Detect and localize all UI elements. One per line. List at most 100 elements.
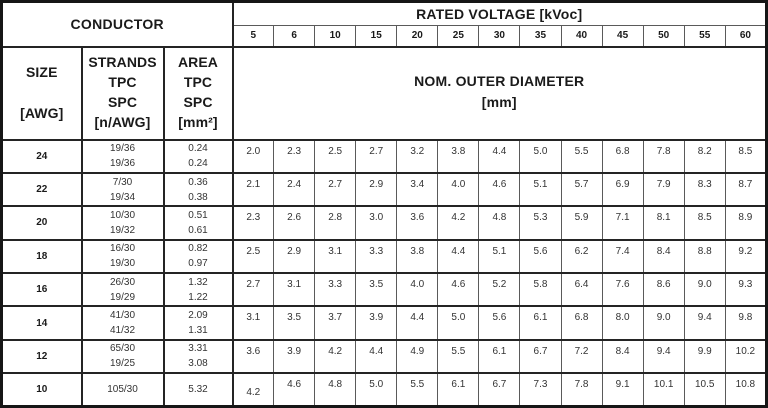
- size-header-line: SIZE: [25, 63, 58, 80]
- diameter-cell: 8.7: [724, 171, 768, 208]
- diameter-cell: 10.1: [642, 372, 685, 408]
- diameter-cell: 4.2: [437, 205, 480, 241]
- area-value: 0.36: [188, 176, 208, 188]
- diameter-cell: 7.3: [519, 372, 562, 408]
- diameter-cell: 9.3: [724, 271, 768, 308]
- diameter-cell: 7.1: [601, 205, 644, 241]
- diameter-cell: 5.0: [519, 138, 562, 174]
- diameter-cell: 7.9: [642, 171, 685, 208]
- strands-cell: 19/36 19/36: [81, 138, 165, 174]
- diameter-cell: 3.3: [355, 238, 398, 275]
- diameter-cell: 7.8: [642, 138, 685, 174]
- size-column-header: SIZE [AWG]: [1, 45, 83, 141]
- diameter-cell: 8.4: [642, 238, 685, 275]
- size-cell: 14: [1, 305, 83, 341]
- diameter-cell: 2.9: [355, 171, 398, 208]
- diameter-cell: 6.8: [560, 305, 603, 341]
- diameter-cell: 5.5: [396, 372, 439, 408]
- diameter-cell: 4.4: [437, 238, 480, 275]
- size-cell: 24: [1, 138, 83, 174]
- diameter-cell: 9.1: [601, 372, 644, 408]
- strands-header-unit: [n/AWG]: [94, 113, 151, 130]
- diameter-cell: 7.4: [601, 238, 644, 275]
- diameter-cell: 3.9: [355, 305, 398, 341]
- strands-value: 10/30: [109, 209, 136, 221]
- voltage-column-header: 45: [601, 25, 644, 48]
- diameter-cell: 2.1: [231, 171, 275, 208]
- diameter-cell: 6.1: [437, 372, 480, 408]
- voltage-column-header: 15: [355, 25, 398, 48]
- header-row-columns: SIZE [AWG] STRANDS TPC SPC [n/AWG] AREA …: [1, 45, 767, 141]
- strands-column-header: STRANDS TPC SPC [n/AWG]: [81, 45, 165, 141]
- table-row: 24 19/36 19/36 0.24 0.24 2.0 2.3 2.5 2.7 3.2 3.8 4.…: [1, 138, 768, 174]
- strands-cell: 41/30 41/32: [81, 305, 165, 341]
- diameter-cell: 2.7: [355, 138, 398, 174]
- diameter-cell: 6.9: [601, 171, 644, 208]
- diameter-cell: 3.6: [231, 338, 275, 375]
- voltage-column-header: 6: [273, 25, 316, 48]
- area-value: 0.24: [188, 158, 208, 170]
- size-cell: 20: [1, 205, 83, 241]
- table-row: 20 10/30 19/32 0.51 0.61 2.3 2.6 2.8 3.0 3.6 4.2 4.…: [1, 205, 768, 241]
- area-header-line: TPC: [183, 74, 213, 91]
- diameter-cell: 4.0: [437, 171, 480, 208]
- strands-value: 26/30: [109, 276, 136, 288]
- diameter-cell: 5.3: [519, 205, 562, 241]
- diameter-cell: 3.3: [314, 271, 357, 308]
- diameter-cell: 8.2: [683, 138, 726, 174]
- diameter-cell: 6.7: [478, 372, 521, 408]
- strands-value: 16/30: [109, 243, 136, 255]
- diameter-cell: 8.4: [601, 338, 644, 375]
- outer-diameter-title: NOM. OUTER DIAMETER: [414, 72, 585, 89]
- strands-cell: 105/30: [81, 372, 165, 408]
- strands-header-line: TPC: [108, 74, 137, 91]
- diameter-cell: 2.3: [273, 138, 316, 174]
- strands-value: 105/30: [107, 384, 138, 396]
- table-body: 24 19/36 19/36 0.24 0.24 2.0 2.3 2.5 2.7 3.2 3.8 4.…: [1, 138, 768, 408]
- diameter-cell: 5.9: [560, 205, 603, 241]
- diameter-cell: 5.5: [560, 138, 603, 174]
- diameter-cell: 5.1: [519, 171, 562, 208]
- diameter-cell: 4.8: [478, 205, 521, 241]
- diameter-cell: 5.8: [519, 271, 562, 308]
- diameter-cell: 3.1: [273, 271, 316, 308]
- table-header: CONDUCTOR RATED VOLTAGE [kVoc] 5 6 10 15…: [1, 0, 768, 141]
- diameter-cell: 2.5: [231, 238, 275, 275]
- area-cell: 1.32 1.22: [163, 271, 234, 308]
- voltage-column-header: 55: [683, 25, 726, 48]
- diameter-cell: 2.0: [231, 138, 275, 174]
- conductor-group-header: CONDUCTOR: [1, 0, 234, 48]
- strands-value: 19/30: [109, 258, 136, 270]
- diameter-cell: 5.2: [478, 271, 521, 308]
- area-cell: 5.32: [163, 372, 234, 408]
- outer-diameter-header: NOM. OUTER DIAMETER [mm]: [231, 45, 767, 141]
- diameter-cell: 3.1: [314, 238, 357, 275]
- diameter-cell: 3.1: [231, 305, 275, 341]
- diameter-cell: 3.5: [355, 271, 398, 308]
- area-header-line: SPC: [183, 94, 213, 110]
- strands-cell: 10/30 19/32: [81, 205, 165, 241]
- diameter-cell: 3.8: [396, 238, 439, 275]
- diameter-cell: 3.7: [314, 305, 357, 341]
- size-cell: 18: [1, 238, 83, 275]
- diameter-cell: 8.0: [601, 305, 644, 341]
- area-value: 3.08: [188, 358, 208, 370]
- diameter-cell: 6.1: [478, 338, 521, 375]
- area-value: 5.32: [188, 384, 208, 396]
- table-row: 16 26/30 19/29 1.32 1.22 2.7 3.1 3.3 3.5 4.0 4.6 5.…: [1, 271, 768, 308]
- diameter-cell: 4.6: [437, 271, 480, 308]
- strands-value: 19/32: [109, 224, 136, 236]
- strands-value: 7/30: [112, 176, 133, 188]
- voltage-column-header: 60: [724, 25, 768, 48]
- diameter-cell: 3.0: [355, 205, 398, 241]
- strands-value: 19/34: [109, 191, 136, 203]
- diameter-cell: 9.8: [724, 305, 768, 341]
- area-column-header: AREA TPC SPC [mm²]: [163, 45, 234, 141]
- diameter-cell: 2.7: [314, 171, 357, 208]
- diameter-cell: 2.5: [314, 138, 357, 174]
- voltage-column-header: 25: [437, 25, 480, 48]
- header-row-groups: CONDUCTOR RATED VOLTAGE [kVoc]: [1, 0, 767, 48]
- area-value: 0.24: [188, 143, 208, 155]
- diameter-cell: 4.8: [314, 372, 357, 408]
